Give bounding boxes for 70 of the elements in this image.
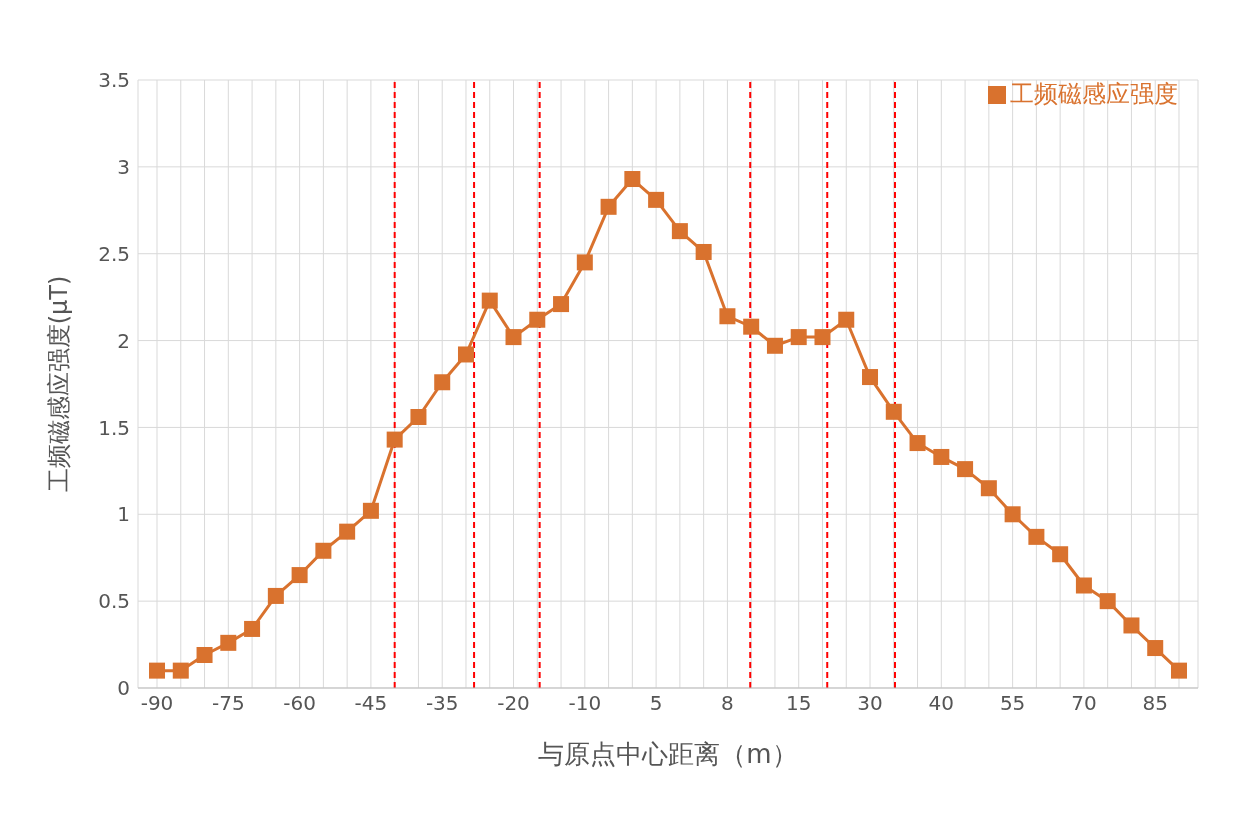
point (457, 346, 474, 363)
point (648, 191, 665, 208)
point (149, 662, 166, 679)
point (957, 461, 974, 478)
point (291, 567, 308, 584)
y-axis-title: 工频磁感应强度(μT) (44, 275, 73, 493)
point (315, 542, 332, 559)
x-tick-label: 15 (785, 691, 812, 716)
point (576, 254, 593, 271)
point (196, 646, 213, 663)
y-tick-label: 3 (117, 154, 130, 179)
point (1170, 662, 1187, 679)
point (1028, 528, 1045, 545)
point (220, 634, 237, 651)
x-tick-label: -60 (283, 691, 316, 716)
y-tick-label: 1.5 (98, 415, 130, 440)
point (885, 403, 902, 420)
point (362, 502, 379, 519)
point (695, 243, 712, 260)
point (933, 448, 950, 465)
y-tick-label: 0.5 (98, 589, 130, 614)
point (267, 587, 284, 604)
point (529, 311, 546, 328)
y-tick-label: 1 (117, 502, 130, 527)
x-tick-label: 8 (721, 691, 734, 716)
point (339, 523, 356, 540)
point (790, 329, 807, 346)
y-tick-label: 2 (117, 328, 130, 353)
x-tick-label: 85 (1142, 691, 1168, 716)
point (1004, 506, 1021, 523)
point (410, 409, 427, 426)
point (386, 431, 403, 448)
point (553, 296, 570, 313)
x-tick-label: 55 (999, 691, 1026, 716)
point (1052, 546, 1069, 563)
x-tick-label: 5 (649, 691, 663, 716)
x-axis-title: 与原点中心距离（m） (538, 739, 798, 769)
x-tick-label: -10 (568, 691, 602, 716)
point (671, 223, 688, 240)
point (481, 292, 498, 309)
point (600, 198, 617, 215)
x-tick-label: -35 (425, 691, 459, 716)
point (244, 620, 261, 637)
y-tick-label: 3.5 (98, 68, 130, 93)
x-tick-label: 30 (857, 691, 883, 716)
x-tick-label: -75 (211, 691, 245, 716)
point (1123, 617, 1140, 634)
x-tick-label: -90 (140, 691, 174, 716)
point (862, 369, 879, 386)
x-tick-label: 40 (928, 691, 955, 716)
point (1099, 593, 1116, 610)
y-tick-label: 2.5 (98, 241, 130, 266)
point (1075, 577, 1092, 594)
point (434, 374, 451, 391)
point (505, 329, 522, 346)
point (743, 318, 760, 335)
point (624, 171, 641, 188)
point (172, 662, 189, 679)
x-tick-label: -45 (354, 691, 388, 716)
x-tick-label: 70 (1071, 691, 1097, 716)
point (766, 337, 783, 354)
point (1147, 640, 1164, 657)
legend-label: 工频磁感应强度 (1010, 80, 1178, 108)
point (980, 480, 997, 497)
point (909, 435, 926, 452)
point (814, 329, 831, 346)
x-tick-label: -20 (497, 691, 530, 716)
point (838, 311, 855, 328)
point (719, 308, 736, 325)
y-tick-label: 0 (117, 676, 130, 701)
